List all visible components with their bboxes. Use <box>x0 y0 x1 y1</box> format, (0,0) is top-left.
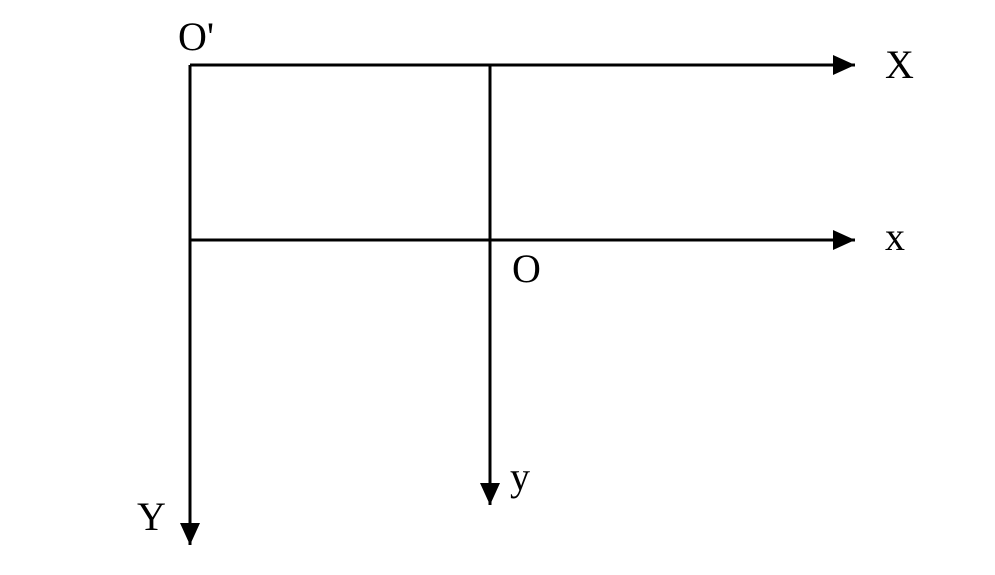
label-O-prime: O' <box>178 14 214 59</box>
label-X-upper: X <box>885 42 914 87</box>
label-Y-upper: Y <box>137 494 166 539</box>
label-O: O <box>512 246 541 291</box>
coordinate-diagram: O' X x O y Y <box>0 0 995 575</box>
label-y-lower: y <box>510 454 530 499</box>
label-x-lower: x <box>885 214 905 259</box>
